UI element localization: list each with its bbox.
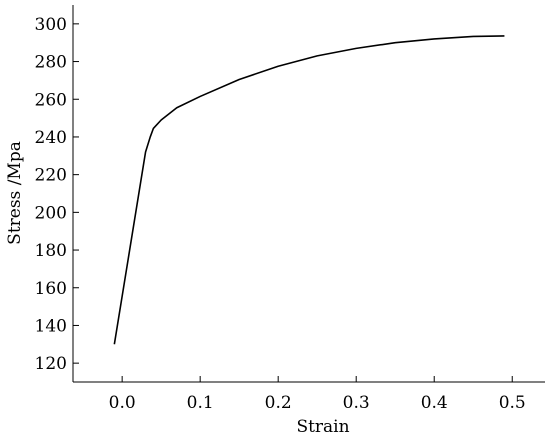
y-tick-label: 220 [35, 166, 67, 186]
x-axis-label: Strain [296, 417, 349, 437]
y-tick-label: 240 [35, 128, 67, 148]
x-tick-label: 0.4 [421, 393, 448, 413]
y-axis-label: Stress /Mpa [5, 141, 25, 245]
x-tick-label: 0.2 [265, 393, 292, 413]
x-tick-label: 0.5 [499, 393, 526, 413]
x-tick-label: 0.0 [109, 393, 136, 413]
y-tick-label: 120 [35, 354, 67, 374]
y-tick-label: 280 [35, 53, 67, 73]
x-tick-label: 0.1 [187, 393, 214, 413]
y-tick-label: 140 [35, 316, 67, 336]
data-line [113, 35, 505, 345]
y-tick-label: 260 [35, 90, 67, 110]
y-tick-label: 300 [35, 15, 67, 35]
y-tick-label: 160 [35, 279, 67, 299]
y-tick-label: 180 [35, 241, 67, 261]
x-tick-label: 0.3 [343, 393, 370, 413]
y-tick-label: 200 [35, 203, 67, 223]
